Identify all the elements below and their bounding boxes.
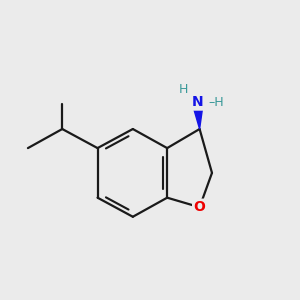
Text: H: H — [179, 83, 188, 96]
Text: –H: –H — [208, 96, 224, 109]
Polygon shape — [192, 102, 203, 129]
Text: N: N — [192, 95, 203, 109]
Text: O: O — [194, 200, 206, 214]
